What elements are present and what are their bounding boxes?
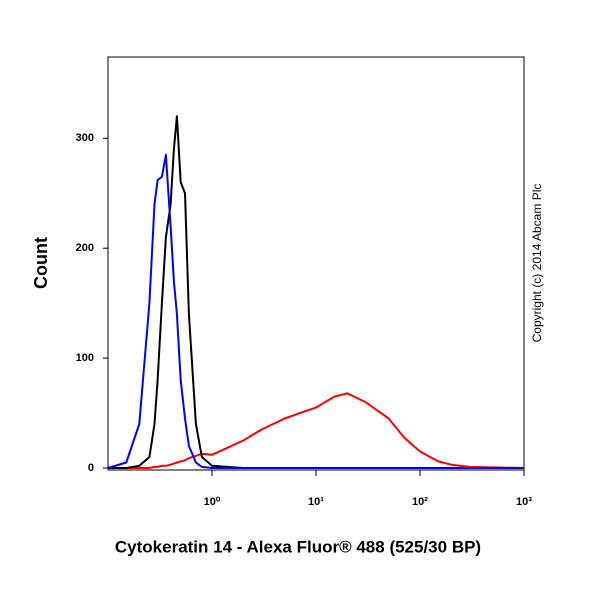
histogram-line [108, 392, 525, 469]
y-tick-label: 300 [76, 132, 94, 144]
x-tick-label: 10¹ [308, 496, 324, 508]
y-tick-label: 200 [76, 242, 94, 254]
x-axis-label: Cytokeratin 14 - Alexa Fluor® 488 (525/3… [115, 537, 481, 556]
x-tick-label: 10⁰ [204, 496, 221, 508]
histogram-line [107, 153, 524, 469]
x-tick-label: 10³ [516, 496, 532, 508]
y-axis-label: Count [31, 237, 51, 289]
x-tick-label: 10² [412, 496, 428, 508]
histogram-line [108, 115, 524, 469]
y-tick-label: 0 [88, 462, 94, 474]
y-tick-label: 100 [76, 352, 94, 364]
copyright-note: Copyright (c) 2014 Abcam Plc [530, 184, 544, 343]
